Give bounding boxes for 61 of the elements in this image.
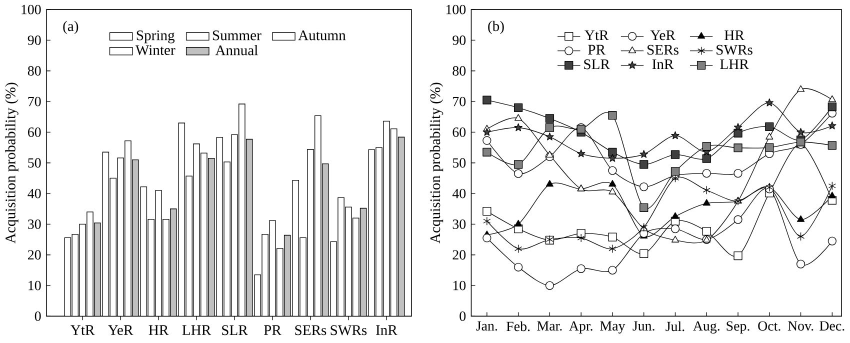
- x-tick-label: Sep.: [726, 321, 750, 334]
- x-tick-label: InR: [376, 325, 398, 335]
- x-tick-label: HR: [148, 325, 169, 335]
- y-tick-label: 50: [452, 158, 466, 168]
- x-tick-label: Oct.: [758, 321, 780, 331]
- legend-label: Summer: [212, 30, 262, 40]
- text: (a): [63, 20, 78, 34]
- y-tick-label: 10: [28, 280, 41, 290]
- y-tick-label: 100: [22, 4, 41, 14]
- x-tick-label: SWRs: [330, 325, 367, 336]
- x-tick-label: PR: [264, 325, 282, 335]
- y-tick-label: 40: [28, 188, 41, 198]
- y-tick-label: 0: [460, 312, 466, 322]
- legend-label: LHR: [720, 60, 749, 70]
- legend-label: HR: [724, 30, 744, 40]
- x-tick-label: SLR: [222, 325, 248, 336]
- y-tick-label: 80: [452, 66, 466, 76]
- legend-label: YtR: [584, 30, 609, 40]
- legend-label: PR: [588, 45, 606, 55]
- legend-label: SWRs: [716, 45, 752, 55]
- x-tick-label: Jun.: [632, 321, 654, 331]
- y-tick-label: 10: [453, 280, 466, 290]
- y-tick-label: 60: [452, 128, 466, 138]
- x-tick-label: Dec.: [820, 321, 844, 331]
- x-tick-label: Jul.: [666, 321, 684, 332]
- legend-label: SLR: [584, 60, 610, 70]
- x-tick-label: May: [600, 321, 626, 334]
- x-tick-label: LHR: [182, 325, 212, 335]
- legend-label: Spring: [136, 30, 175, 44]
- x-tick-label: YtR: [70, 325, 95, 336]
- y-tick-label: 70: [28, 96, 41, 106]
- x-tick-label: Mar.: [537, 321, 562, 331]
- y-tick-label: 90: [452, 36, 466, 46]
- text: (b): [488, 20, 504, 34]
- y-tick-label: 90: [28, 36, 41, 46]
- y-axis-title: Acquisition probability (%): [430, 82, 444, 244]
- y-tick-label: 0: [34, 312, 41, 322]
- y-tick-label: 20: [28, 250, 41, 260]
- x-tick-label: Nov.: [788, 321, 814, 331]
- x-tick-label: Aug.: [693, 321, 720, 334]
- x-tick-label: Feb.: [506, 321, 530, 332]
- legend-label: YeR: [650, 30, 676, 40]
- y-tick-label: 100: [446, 4, 466, 14]
- legend-label: InR: [652, 60, 674, 70]
- y-tick-label: 60: [28, 128, 41, 138]
- y-tick-label: 30: [28, 220, 41, 230]
- legend-label: SERs: [648, 45, 678, 55]
- x-tick-label: Apr.: [569, 321, 592, 334]
- y-tick-label: 20: [452, 250, 466, 260]
- y-tick-label: 50: [28, 158, 41, 168]
- y-tick-label: 30: [452, 220, 466, 230]
- y-tick-label: 70: [453, 96, 466, 106]
- legend-label: Winter: [135, 45, 176, 56]
- legend-label: Annual: [215, 45, 258, 56]
- y-axis-title: Acquisition probability (%): [5, 82, 18, 244]
- x-tick-label: Jan.: [476, 321, 498, 331]
- y-tick-label: 80: [28, 66, 41, 76]
- legend-label: Autumn: [298, 30, 346, 40]
- y-tick-label: 40: [452, 188, 466, 198]
- x-tick-label: SERs: [295, 325, 326, 336]
- x-tick-label: YeR: [108, 325, 134, 336]
